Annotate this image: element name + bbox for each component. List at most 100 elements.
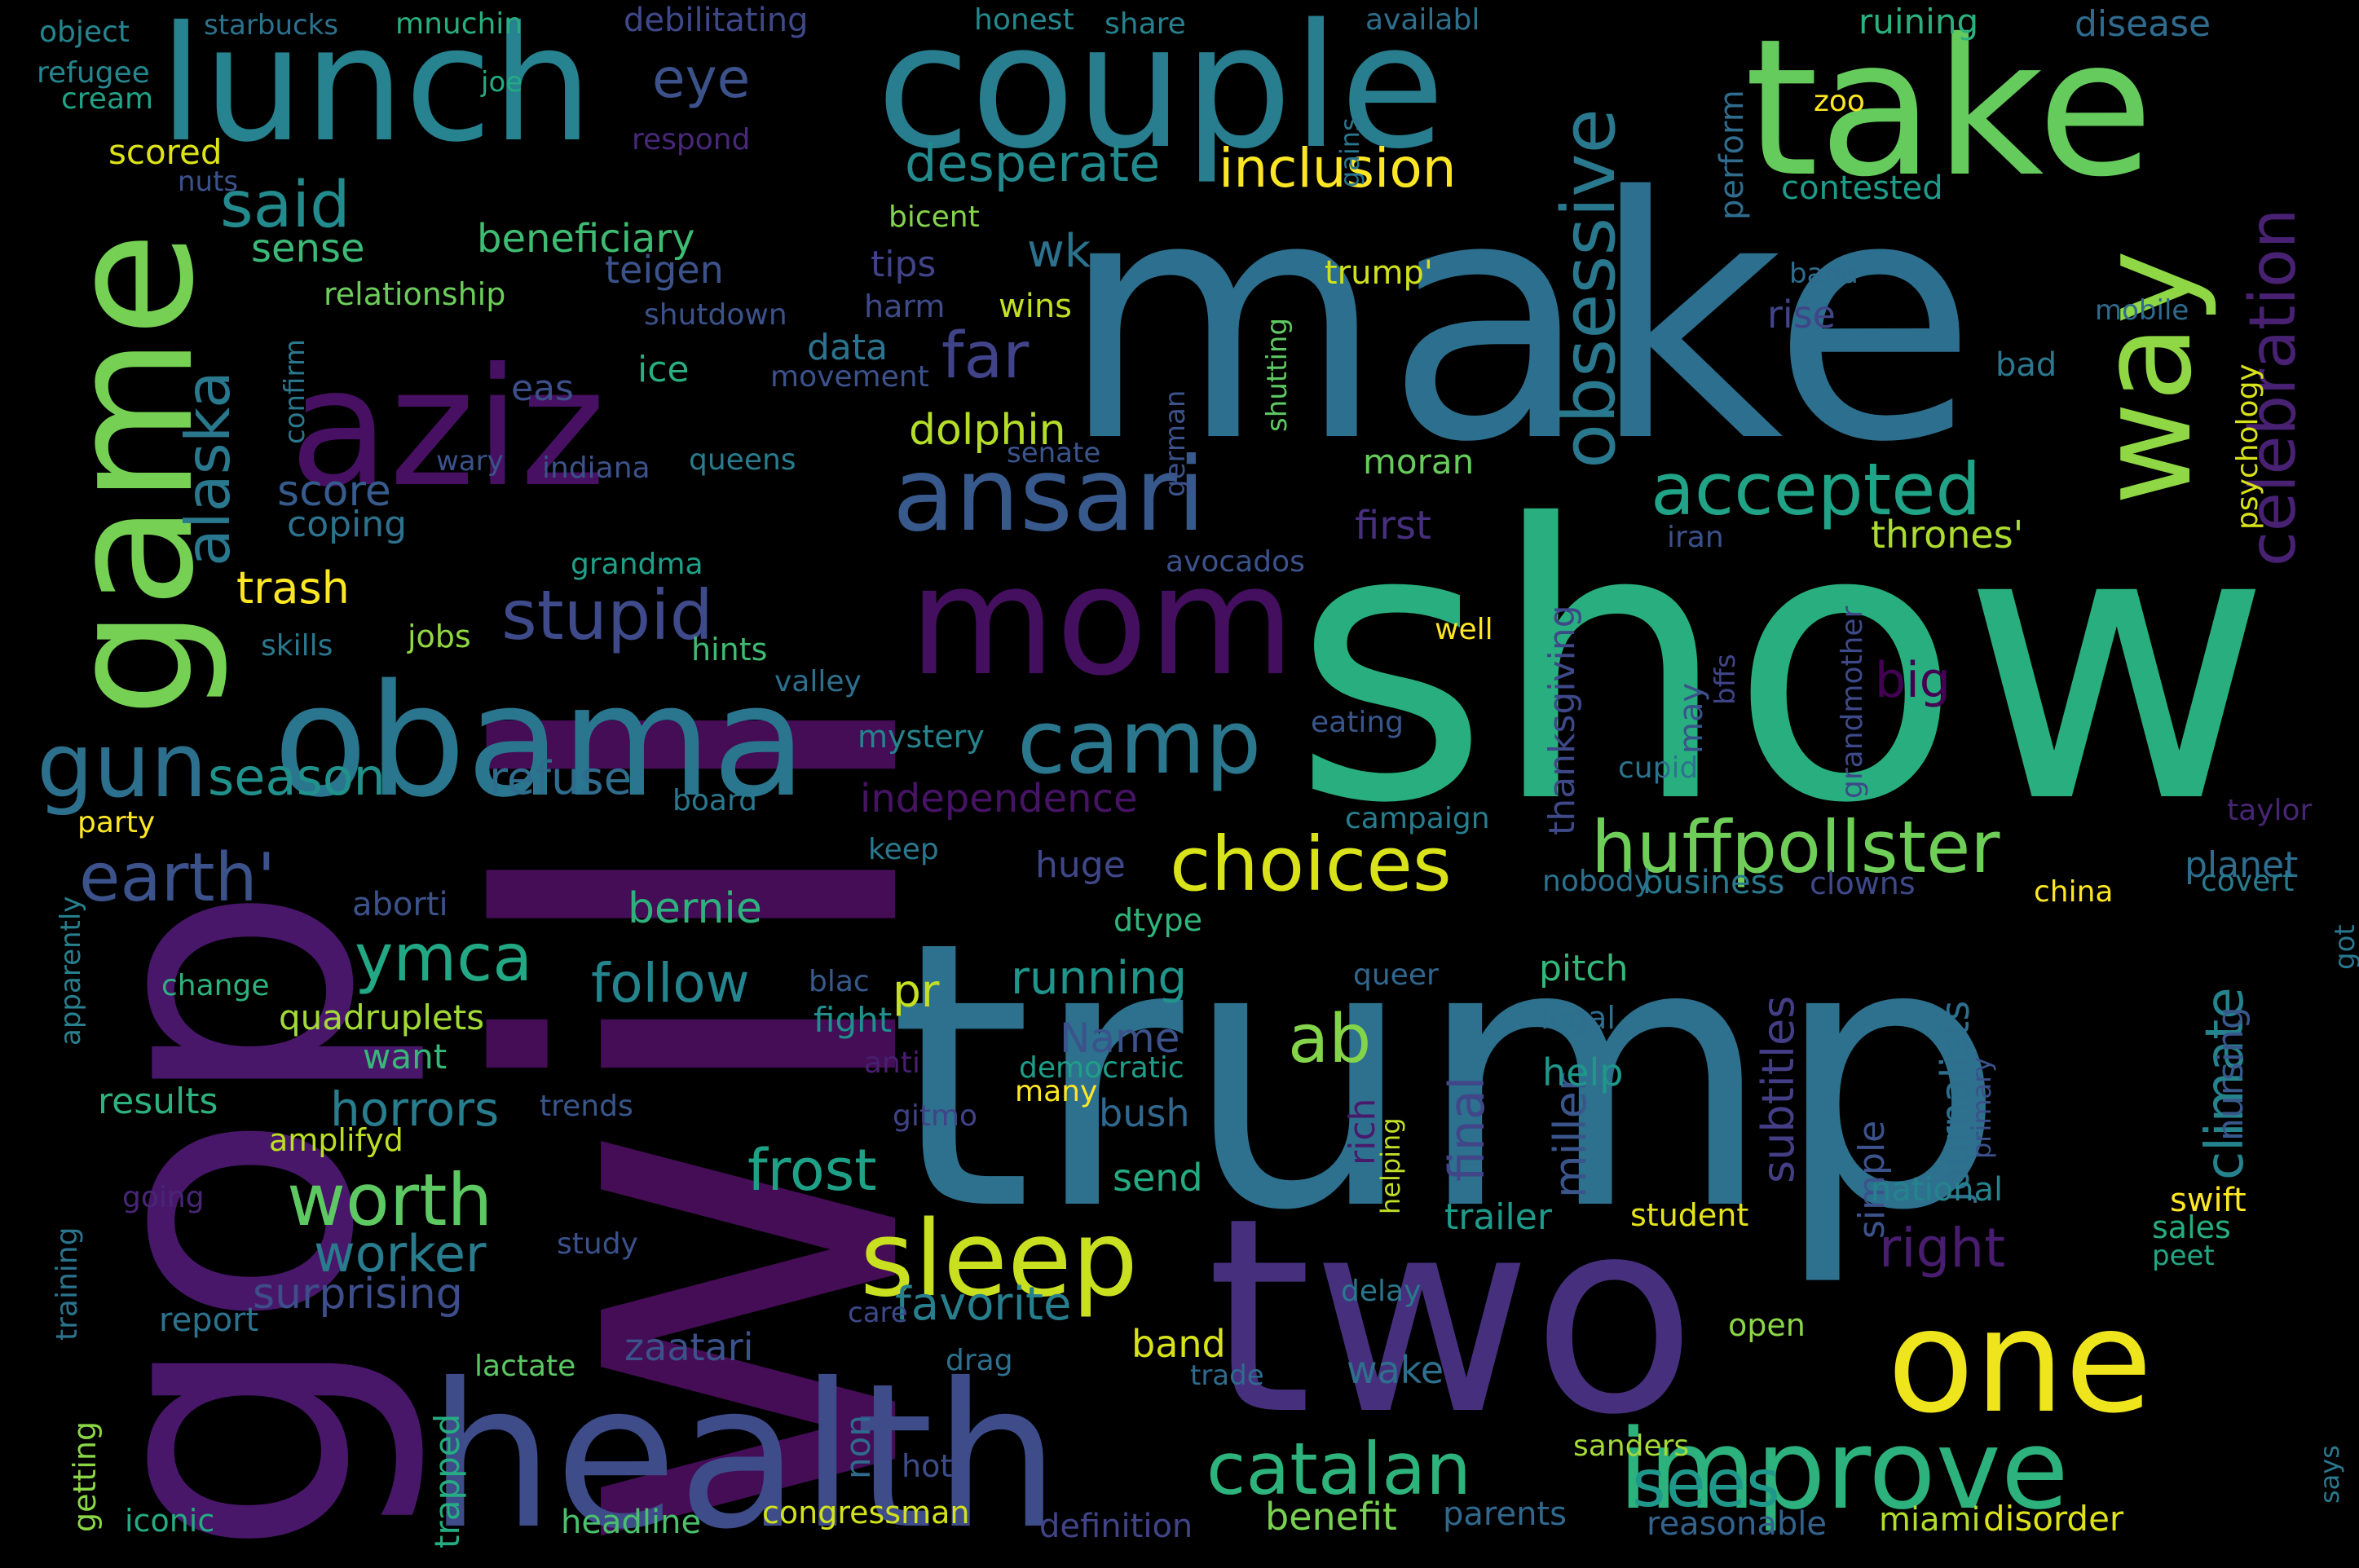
word-independence: independence [860,775,1138,821]
word-thrones: thrones' [1871,512,2024,557]
word-zaatari: zaatari [624,1324,754,1369]
word-name: Name [1060,1015,1180,1062]
word-aborti: aborti [352,886,448,924]
word-reasonable: reasonable [1647,1505,1827,1544]
word-care: care [848,1296,908,1329]
word-subtitles: subtitles [1753,995,1804,1183]
word-big: big [1875,651,1951,709]
word-earth: earth' [79,839,276,917]
word-says: says [2314,1445,2345,1504]
word-one: one [1887,1280,2153,1445]
word-two: two [1206,1161,1697,1474]
word-queer: queer [1353,958,1439,992]
word-democratic: democratic [1019,1050,1184,1085]
word-frost: frost [747,1136,877,1204]
word-health: health [428,1340,1060,1568]
word-thanksgiving: thanksgiving [1541,605,1583,835]
word-wake: wake [1347,1347,1444,1392]
word-queens: queens [689,443,796,477]
word-respond: respond [632,122,751,156]
word-tips: tips [871,243,937,285]
word-skills: skills [261,628,333,663]
word-open: open [1728,1307,1806,1344]
word-wary: wary [436,444,504,478]
word-clowns: clowns [1810,865,1916,902]
word-valley: valley [774,664,862,698]
word-iran: iran [1667,520,1724,554]
word-wins: wins [999,288,1073,326]
word-congressman: congressman [762,1495,970,1531]
word-trash: trash [236,562,350,614]
word-trailer: trailer [1444,1196,1552,1238]
word-psychology: psychology [2231,363,2264,530]
word-worth: worth [287,1158,493,1243]
word-want: want [363,1037,448,1077]
word-coping: coping [287,503,408,545]
word-bernie: bernie [628,884,762,934]
word-ansari: ansari [893,436,1206,554]
word-pr: pr [893,965,940,1018]
word-campaign: campaign [1345,801,1490,835]
word-dtype: dtype [1113,902,1203,939]
word-share: share [1105,7,1186,41]
word-eating: eating [1311,705,1404,739]
word-catalan: catalan [1206,1427,1471,1512]
word-trends: trends [540,1089,633,1123]
word-alaska: alaska [172,371,244,566]
word-refugee: refugee [37,55,150,90]
word-change: change [161,968,270,1002]
word-jobs: jobs [408,619,471,655]
word-mystery: mystery [858,719,985,755]
word-sanders: sanders [1573,1429,1690,1463]
word-confirm: confirm [279,339,311,444]
word-well: well [1435,612,1493,646]
word-legal: legal [1541,1000,1616,1037]
word-getting: getting [67,1420,103,1532]
word-mnuchin: mnuchin [395,7,523,41]
word-worker: worker [314,1223,487,1284]
word-make: make [1060,125,1978,515]
word-bush: bush [1099,1090,1190,1135]
word-grandmother: grandmother [1836,606,1869,799]
word-non: non [838,1415,878,1479]
word-bicent: bicent [888,200,980,234]
word-honest: honest [974,2,1074,37]
word-quadruplets: quadruplets [279,998,485,1038]
word-way: way [2072,249,2220,505]
word-german: german [1159,390,1192,497]
word-party: party [77,805,156,839]
word-show: show [1292,444,2272,887]
word-sees: sees [1632,1446,1780,1522]
word-hints: hints [691,632,768,668]
word-delay: delay [1341,1274,1422,1308]
word-mom: mom [909,532,1295,709]
word-harm: harm [864,288,946,325]
word-far: far [941,319,1030,394]
word-gitmo: gitmo [893,1099,978,1133]
word-sense: sense [251,225,365,271]
word-indiana: indiana [542,451,650,485]
word-desperate: desperate [905,133,1161,193]
word-first: first [1355,502,1431,548]
word-running: running [1011,952,1188,1006]
word-keep: keep [868,832,939,866]
word-training: training [51,1227,84,1341]
word-definition: definition [1039,1508,1193,1546]
word-choices: choices [1170,821,1452,909]
word-eas: eas [511,367,574,409]
word-bffs: bffs [1709,654,1742,705]
word-bana: bana [1789,257,1859,290]
word-study: study [557,1227,638,1261]
word-starbucks: starbucks [204,8,339,42]
word-swift: swift [2170,1182,2247,1220]
word-relationship: relationship [324,276,506,313]
word-contested: contested [1781,170,1943,208]
word-season: season [208,747,386,807]
word-trade: trade [1190,1359,1264,1392]
word-report: report [159,1302,259,1340]
word-stupid: stupid [501,575,713,655]
word-sleep: sleep [860,1199,1138,1321]
word-nuts: nuts [178,165,239,198]
word-beneficiary: beneficiary [477,215,695,262]
word-eye: eye [652,47,751,111]
